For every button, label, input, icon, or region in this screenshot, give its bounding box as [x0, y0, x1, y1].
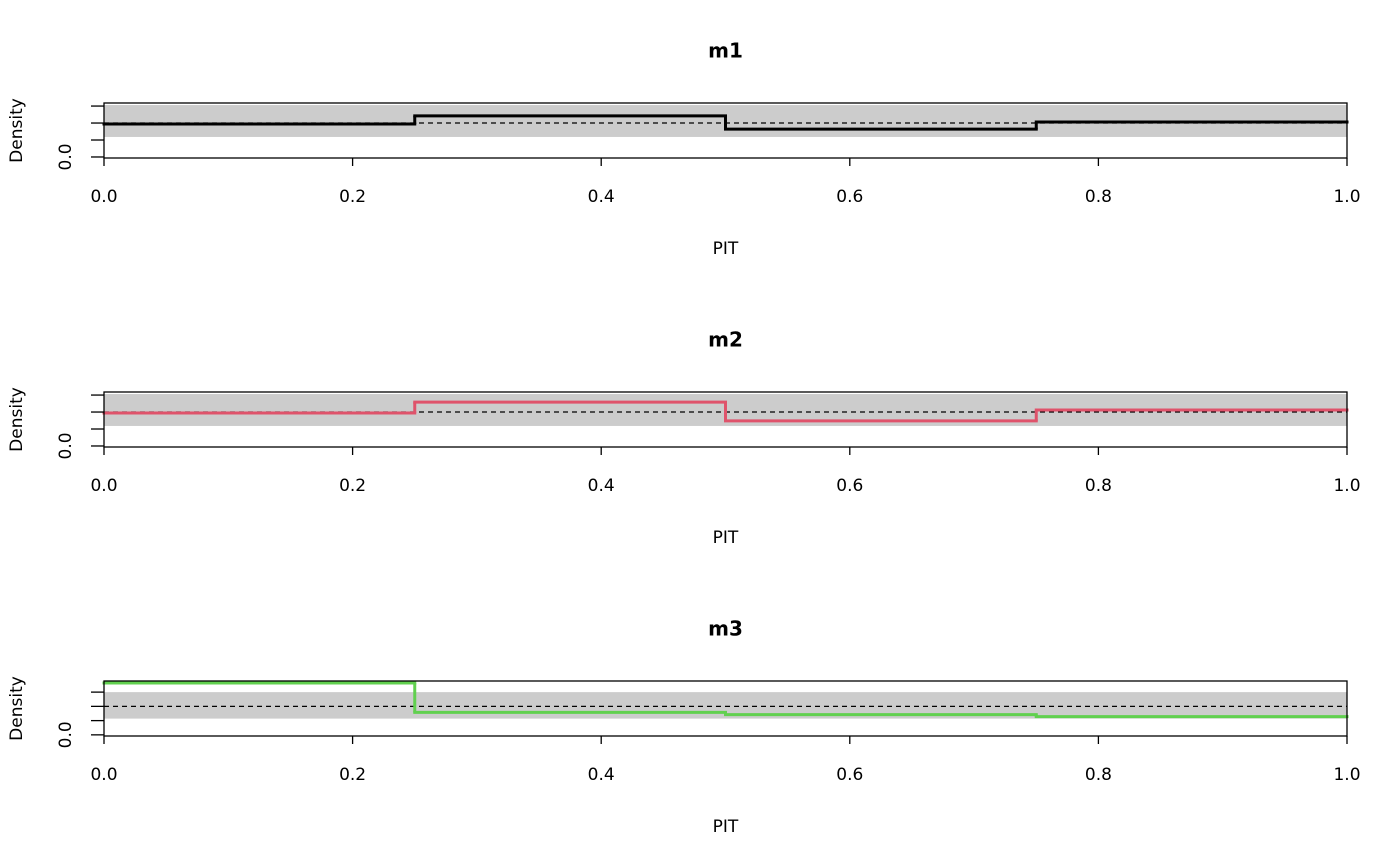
x-tick-label: 0.6	[836, 765, 863, 785]
plot-box	[103, 102, 1348, 159]
plot-box	[103, 680, 1348, 737]
panel-title: m2	[708, 328, 743, 352]
x-tick-label: 0.2	[339, 476, 366, 496]
panel-title: m1	[708, 39, 743, 63]
plot-box	[103, 391, 1348, 448]
x-tick-label: 0.4	[588, 765, 615, 785]
x-tick-label: 1.0	[1333, 765, 1360, 785]
x-axis-label: PIT	[713, 817, 739, 837]
x-tick-label: 0.4	[588, 187, 615, 207]
y-axis-label: Density	[7, 387, 27, 452]
x-tick-label: 0.6	[836, 187, 863, 207]
x-tick-label: 0.2	[339, 765, 366, 785]
y-axis-label: Density	[7, 676, 27, 741]
x-tick-label: 0.0	[90, 476, 117, 496]
x-tick-label: 0.0	[90, 765, 117, 785]
x-axis-label: PIT	[713, 528, 739, 548]
y-tick-label: 0.0	[56, 143, 76, 170]
x-axis-label: PIT	[713, 239, 739, 259]
y-tick-label: 0.0	[56, 432, 76, 459]
x-tick-label: 0.8	[1085, 765, 1112, 785]
x-tick-label: 0.8	[1085, 187, 1112, 207]
x-tick-label: 0.6	[836, 476, 863, 496]
y-tick-label: 0.0	[56, 721, 76, 748]
x-tick-label: 0.0	[90, 187, 117, 207]
y-axis-label: Density	[7, 98, 27, 163]
x-tick-label: 1.0	[1333, 187, 1360, 207]
panel-title: m3	[708, 617, 743, 641]
x-tick-label: 0.4	[588, 476, 615, 496]
x-tick-label: 1.0	[1333, 476, 1360, 496]
x-tick-label: 0.8	[1085, 476, 1112, 496]
x-tick-label: 0.2	[339, 187, 366, 207]
